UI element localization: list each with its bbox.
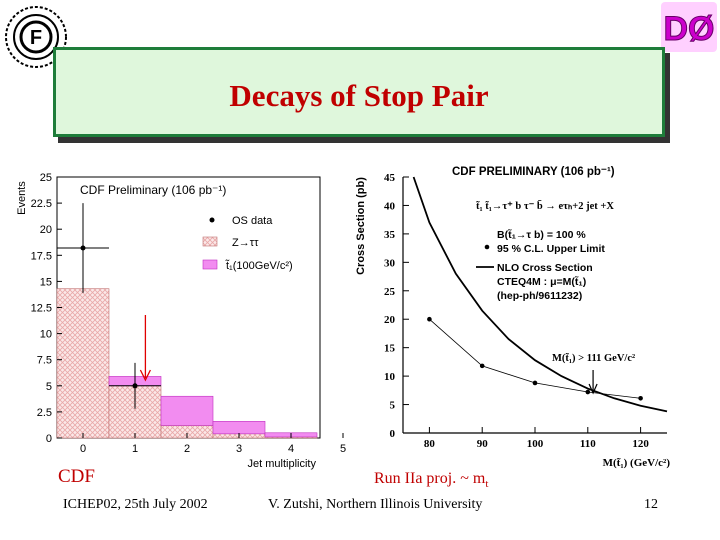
d0-logo-text: DØ [664, 10, 715, 48]
red-arrow-head [139, 369, 151, 382]
annotation-line: NLO Cross Section [497, 262, 593, 274]
page-number: 12 [644, 497, 658, 512]
left-y-tick-label: 17.5 [31, 250, 52, 262]
annotation-line: CTEQ4M : μ=M(t̃₁) [497, 275, 586, 288]
right-y-tick-label: 25 [384, 286, 396, 298]
left-y-tick-label: 15 [40, 276, 52, 288]
left-x-tick-label: 5 [340, 443, 346, 455]
left-y-tick-label: 0 [46, 433, 52, 445]
legend-ztautau-swatch [202, 236, 218, 247]
left-y-axis-label: Events [16, 181, 28, 215]
left-x-tick-label: 3 [236, 443, 242, 455]
run-caption-text: Run IIa proj. ~ m [374, 470, 486, 487]
right-x-tick-label: 120 [632, 438, 649, 450]
right-y-tick-label: 45 [384, 172, 396, 184]
annotation-line: 95 % C.L. Upper Limit [497, 243, 605, 255]
right-y-tick-label: 40 [384, 200, 396, 212]
right-y-tick-label: 15 [384, 343, 396, 355]
left-y-tick-label: 2.5 [37, 407, 52, 419]
cdf-logo: F [5, 6, 67, 68]
legend-ztautau-label: Z→ττ [232, 237, 259, 249]
annotation-line: B(t̃₁→τ b) = 100 % [497, 228, 586, 241]
right-x-axis-label: M(t̃₁) (GeV/c²) [603, 457, 671, 469]
upper-limit-point [638, 395, 643, 401]
stop-bar [160, 395, 214, 426]
footer-conference: ICHEP02, 25th July 2002 [63, 497, 208, 512]
right-y-tick-label: 20 [384, 314, 396, 326]
right-chart-title: CDF PRELIMINARY (106 pb⁻¹) [452, 166, 615, 178]
mass-limit-label: M(t̃₁) > 111 GeV/c² [552, 352, 635, 364]
left-y-tick-label: 7.5 [37, 355, 52, 367]
legend-os-label: OS data [232, 215, 273, 227]
left-x-tick-label: 0 [80, 443, 86, 455]
right-y-tick-label: 30 [384, 257, 396, 269]
left-y-tick-label: 5 [46, 381, 52, 393]
left-chart-title: CDF Preliminary (106 pb⁻¹) [80, 183, 226, 197]
left-x-tick-label: 1 [132, 443, 138, 455]
legend-stop-swatch [202, 259, 218, 270]
legend-stop-label: t̃₁(100GeV/c²) [225, 259, 293, 272]
left-x-tick-label: 4 [288, 443, 294, 455]
right-x-tick-label: 90 [477, 438, 489, 450]
upper-limit-point [585, 389, 591, 395]
os-data-point [80, 245, 86, 251]
left-y-tick-label: 22.5 [31, 198, 52, 210]
left-x-tick-label: 2 [184, 443, 190, 455]
os-data-point [132, 383, 138, 389]
left-y-tick-label: 25 [40, 172, 52, 184]
right-y-tick-label: 35 [384, 229, 396, 241]
run-caption: Run IIa proj. ~ mt [374, 470, 488, 490]
right-y-tick-label: 10 [384, 371, 396, 383]
cdf-caption: CDF [58, 466, 95, 487]
run-caption-sub: t [485, 478, 489, 491]
title-box: Decays of Stop Pair [53, 47, 665, 137]
cdf-logo-text: F [30, 27, 42, 49]
right-y-tick-label: 0 [390, 428, 396, 440]
footer-author: V. Zutshi, Northern Illinois University [268, 497, 483, 512]
upper-limit-point [479, 363, 485, 369]
upper-limit-point [427, 316, 432, 322]
nlo-cross-section-line [412, 176, 668, 413]
right-x-tick-label: 110 [580, 438, 596, 450]
legend-limit-marker [484, 244, 490, 250]
left-y-tick-label: 10 [40, 329, 52, 341]
left-y-tick-label: 20 [40, 224, 52, 236]
right-y-axis-label: Cross Section (pb) [355, 177, 367, 275]
annotation-line: (hep-ph/9611232) [497, 290, 582, 302]
upper-limit-point [532, 380, 538, 386]
process-label: t̃₁ t̃₁→τ⁺ b τ⁻ b̄ → eτₕ+2 jet +X [476, 200, 614, 212]
right-y-tick-label: 5 [390, 400, 396, 412]
left-y-tick-label: 12.5 [31, 303, 52, 315]
d0-logo: DØ [661, 2, 717, 52]
legend-os-marker [209, 217, 215, 223]
slide-title: Decays of Stop Pair [229, 78, 489, 113]
right-x-tick-label: 80 [424, 438, 436, 450]
limit-arrow-head [588, 383, 598, 395]
right-x-tick-label: 100 [527, 438, 544, 450]
left-x-axis-label: Jet multiplicity [248, 458, 317, 470]
